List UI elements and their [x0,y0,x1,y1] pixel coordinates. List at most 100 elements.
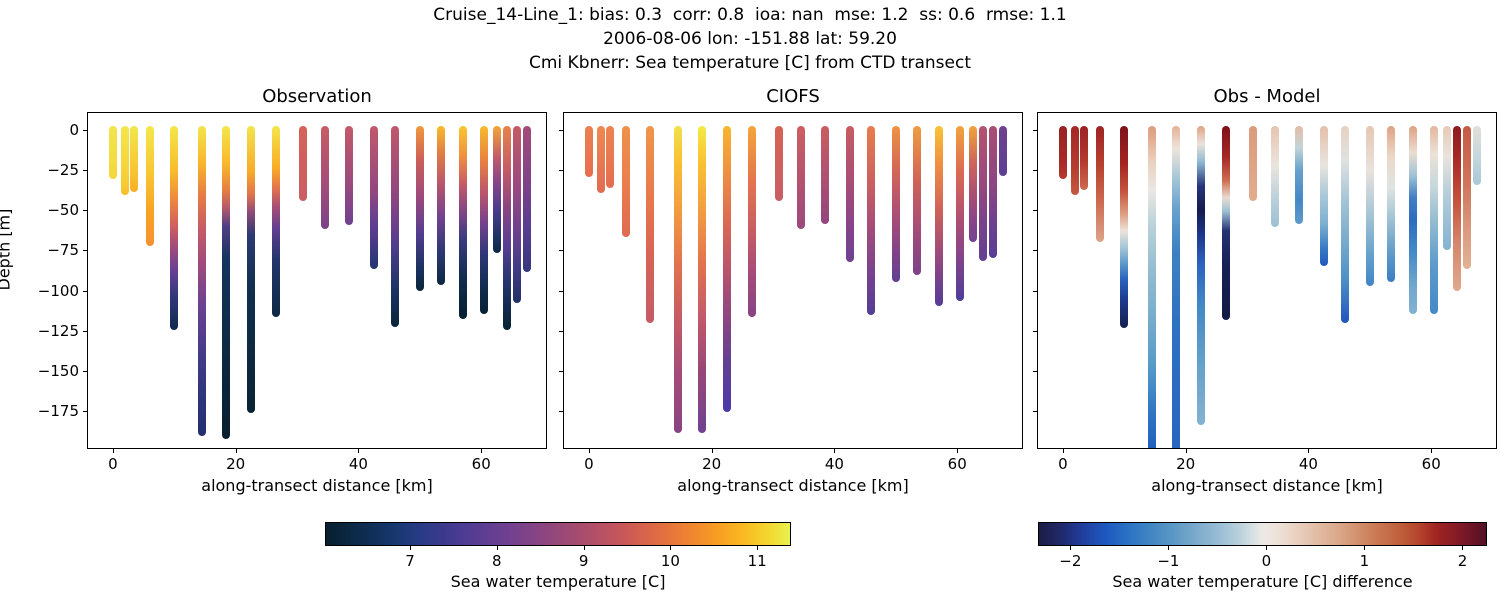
colorbar-temperature-label: Sea water temperature [C] [450,572,666,591]
colorbar-tick-mark [1266,546,1268,550]
colorbar-tick-mark [1462,546,1464,550]
x-tick-label: 40 [348,455,368,473]
profile-bar [597,125,606,194]
y-tick-label: −150 [37,361,79,380]
y-tick-mark [559,411,563,413]
x-tick-label: 60 [947,455,967,473]
colorbar-tick-label: 11 [747,552,767,570]
x-tick-label: 40 [1298,455,1318,473]
colorbar-tick-label: 9 [578,552,589,570]
profile-bar [320,125,329,229]
y-tick-mark [83,370,87,372]
profile-bar [1120,125,1129,329]
profile-bar [891,125,900,282]
profile-bar [345,125,354,226]
x-tick-mark [235,449,237,453]
profile-bar [968,125,977,242]
y-tick-mark [559,210,563,212]
profile-bar [503,125,511,330]
plot-area-obs-minus-model [1037,112,1497,449]
colorbar-tick-label: 7 [405,552,415,570]
x-tick-label: 40 [824,455,844,473]
colorbar-tick-mark [496,546,498,550]
profile-bar [299,125,308,202]
y-tick-mark [1033,210,1037,212]
x-tick-mark [957,449,959,453]
plot-area-ciofs [563,112,1023,449]
y-axis-label: Depth [m] [0,208,14,291]
profile-bar [934,125,943,306]
profile-bar [584,125,593,178]
profile-bar [988,125,997,258]
y-tick-label: −50 [47,201,79,220]
profile-bar [1221,125,1230,321]
y-tick-mark [1033,370,1037,372]
x-tick-mark [834,449,836,453]
profile-bar [480,125,489,314]
profile-bar [1341,125,1350,324]
profile-bar [1472,125,1481,186]
profile-bar [197,125,206,436]
x-tick-mark [112,449,114,453]
x-tick-label: 20 [1176,455,1196,473]
y-tick-label: −75 [47,241,79,260]
panel-title-observation: Observation [262,86,372,107]
y-tick-mark [1033,290,1037,292]
profile-bar [415,125,424,292]
profile-bar [130,125,139,192]
profile-bar [821,125,830,224]
colorbar-tick-mark [670,546,672,550]
profile-bar [222,125,231,440]
y-tick-mark [83,210,87,212]
profile-bar [673,125,682,433]
colorbar-tick-label: −2 [1059,552,1082,570]
x-tick-mark [1308,449,1310,453]
y-tick-mark [1033,129,1037,131]
y-tick-mark [559,250,563,252]
profile-bar [522,125,531,273]
profile-bar [646,125,655,324]
x-tick-mark [1185,449,1187,453]
colorbar-temperature-gradient [325,522,791,546]
profile-bar [1249,125,1258,202]
colorbar-tick-mark [1168,546,1170,550]
figure-title-line-2: 2006-08-06 lon: -151.88 lat: 59.20 [603,29,897,49]
x-tick-label: 0 [584,455,594,473]
x-tick-mark [1062,449,1064,453]
x-tick-label: 60 [1421,455,1441,473]
y-tick-label: −100 [37,281,79,300]
profile-bar [1387,125,1396,282]
panel-title-ciofs: CIOFS [766,86,820,107]
profile-bar [1295,125,1304,224]
x-tick-mark [1431,449,1433,453]
profile-bar [437,125,446,285]
y-tick-mark [559,370,563,372]
colorbar-tick-mark [583,546,585,550]
panel-title-obs-minus-model: Obs - Model [1213,86,1321,107]
colorbar-tick-mark [1364,546,1366,550]
colorbar-tick-label: 2 [1457,552,1468,570]
profile-bar [1147,125,1156,448]
x-tick-label: 0 [1058,455,1068,473]
profile-bar [1058,125,1067,179]
y-tick-label: 0 [69,120,79,139]
y-tick-mark [559,170,563,172]
y-tick-mark [1033,411,1037,413]
profile-bar [1442,125,1451,250]
x-tick-label: 20 [226,455,246,473]
colorbar-tick-label: 1 [1359,552,1370,570]
profile-bar [492,125,501,253]
x-tick-mark [588,449,590,453]
colorbar-tick-mark [410,546,412,550]
y-tick-mark [1033,250,1037,252]
colorbar-tick-label: 10 [660,552,680,570]
profile-bar [512,125,521,303]
profile-bar [698,125,707,433]
profile-bar [108,125,117,179]
y-tick-mark [83,170,87,172]
profile-bar [867,125,876,316]
profile-bar [796,125,805,229]
y-tick-mark [83,411,87,413]
y-tick-mark [83,250,87,252]
profile-bar [775,125,784,202]
